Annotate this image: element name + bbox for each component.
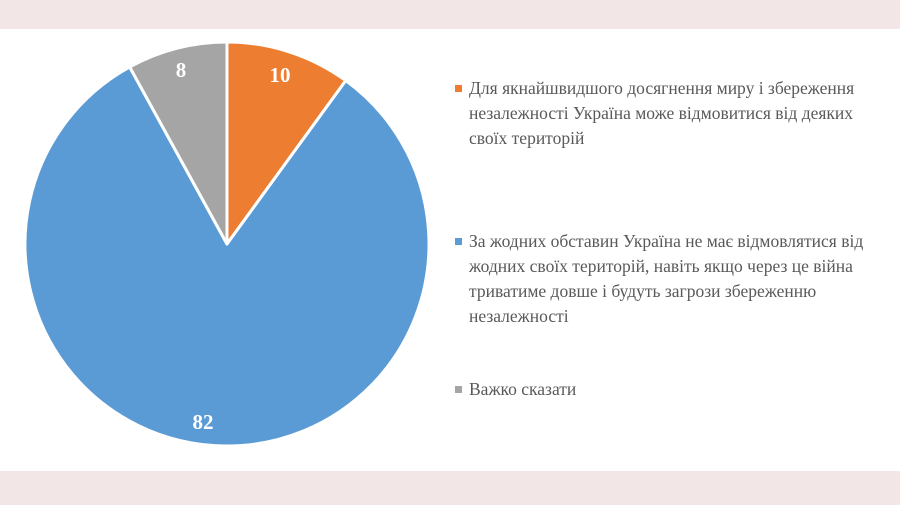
- legend-item-gray: Важко сказати: [455, 377, 900, 402]
- legend-item-orange: Для якнайшвидшого досягнення миру і збер…: [455, 76, 900, 151]
- bottom-band: [0, 471, 900, 505]
- legend-text: незалежності Україна може відмовитися ві…: [469, 103, 854, 123]
- legend-text: Для якнайшвидшого досягнення миру і збер…: [469, 78, 855, 98]
- legend-text: незалежності: [469, 306, 569, 326]
- legend-text: Важко сказати: [469, 379, 577, 399]
- pie-label-gray: 8: [176, 58, 187, 82]
- pie-slice-orange: [225, 40, 348, 246]
- pie-label-blue: 82: [193, 410, 214, 434]
- pie-slice-gray: [128, 40, 229, 246]
- legend-item-blue: За жодних обставин Україна не має відмов…: [455, 229, 900, 329]
- legend-text: триватиме довше і будуть загрози збереже…: [469, 281, 817, 301]
- legend-text: За жодних обставин Україна не має відмов…: [469, 231, 864, 251]
- legend-swatch-gray: [455, 386, 462, 393]
- legend-swatch-blue: [455, 238, 462, 245]
- pie-chart: 10 82 8: [23, 40, 431, 448]
- legend-text: своїх територій: [469, 128, 585, 148]
- legend-swatch-orange: [455, 85, 462, 92]
- top-band: [0, 0, 900, 29]
- pie-label-orange: 10: [270, 63, 291, 87]
- slide: 10 82 8 Для якнайшвидшого досягнення мир…: [0, 29, 900, 471]
- pie-slice-blue: [23, 65, 431, 448]
- legend-text: жодних своїх територій, навіть якщо чере…: [469, 256, 853, 276]
